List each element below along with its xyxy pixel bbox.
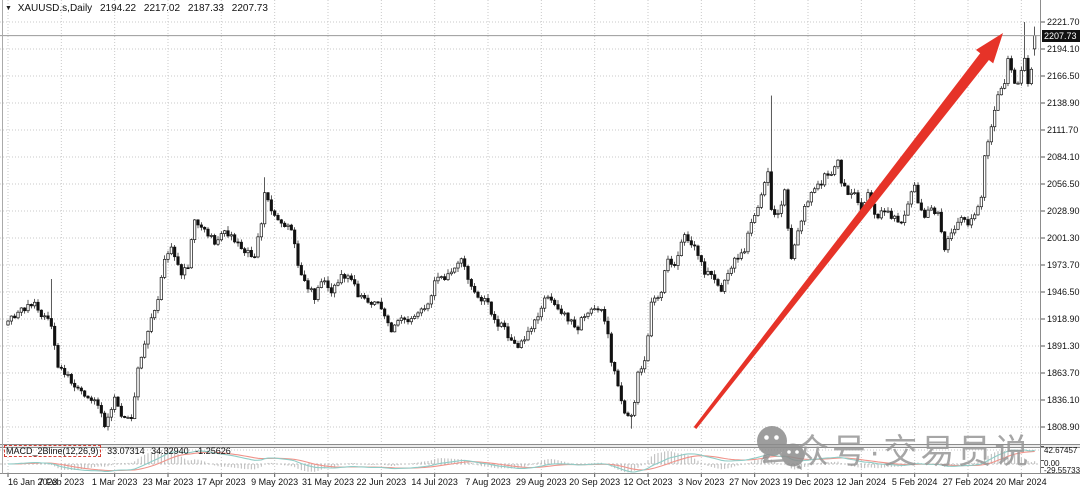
indicator-label[interactable]: MACD_2Bline(12,26,9) 33.07314 34.32940 -…: [4, 445, 231, 457]
date-axis-label: 7 Feb 2023: [38, 477, 85, 487]
indicator-name[interactable]: MACD_2Bline(12,26,9): [4, 445, 101, 457]
ohlc-close: 2207.73: [231, 3, 268, 14]
date-axis-label: 19 Dec 2023: [782, 477, 834, 487]
symbol-period-label: XAUUSD.s,Daily: [17, 3, 93, 14]
date-axis-label: 12 Oct 2023: [623, 477, 673, 487]
date-axis-label: 23 Mar 2023: [142, 477, 194, 487]
price-axis-label: 1863.70: [1047, 368, 1080, 378]
price-axis-label: 2001.30: [1047, 233, 1080, 243]
date-axis-label: 3 Nov 2023: [678, 477, 725, 487]
ohlc-low: 2187.33: [187, 3, 224, 14]
price-axis-label: 1918.90: [1047, 314, 1080, 324]
date-axis-label: 16 Jan 2023: [8, 477, 58, 487]
macd-axis-zero: 0.00: [1044, 459, 1060, 468]
date-axis-label: 31 May 2023: [301, 477, 355, 487]
indicator-value-main: 33.07314: [107, 446, 145, 456]
price-axis-label: 2221.70: [1047, 17, 1080, 27]
price-axis-label: 2028.90: [1047, 206, 1080, 216]
date-axis-label: 22 Jun 2023: [356, 477, 407, 487]
price-axis-label: 2166.50: [1047, 71, 1080, 81]
date-axis-label: 29 Aug 2023: [516, 477, 567, 487]
price-axis-label: 2111.70: [1047, 125, 1079, 135]
price-axis-label: 2138.90: [1047, 98, 1080, 108]
date-axis-label: 27 Feb 2024: [942, 477, 994, 487]
chart-title: ▼ XAUUSD.s,Daily 2194.22 2217.02 2187.33…: [5, 3, 268, 14]
price-axis-label: 2056.50: [1047, 179, 1080, 189]
price-axis-label: 2194.10: [1047, 44, 1080, 54]
price-axis-label: 1836.10: [1047, 395, 1080, 405]
date-axis-label: 12 Jan 2024: [836, 477, 887, 487]
price-axis-label: 1808.90: [1047, 422, 1080, 432]
symbol-dropdown-icon[interactable]: ▼: [5, 5, 12, 12]
date-axis-label: 1 Mar 2023: [91, 477, 138, 487]
current-price-badge: 2207.73: [1042, 30, 1080, 42]
price-axis-label: 1973.70: [1047, 260, 1080, 270]
ohlc-high: 2217.02: [143, 3, 181, 14]
date-axis-label: 5 Feb 2024: [891, 477, 938, 487]
date-axis-label: 27 Nov 2023: [729, 477, 781, 487]
date-axis-label: 7 Aug 2023: [465, 477, 511, 487]
price-axis-label: 2084.10: [1047, 152, 1080, 162]
indicator-value-hist: -1.25626: [195, 446, 231, 456]
macd-axis-max: 42.67457: [1044, 446, 1078, 455]
price-axis-label: 1891.30: [1047, 341, 1080, 351]
indicator-value-signal: 34.32940: [151, 446, 189, 456]
price-axis-label: 1946.50: [1047, 287, 1080, 297]
date-axis-label: 14 Jul 2023: [411, 477, 458, 487]
date-axis-label: 20 Mar 2024: [996, 477, 1047, 487]
date-axis-label: 9 May 2023: [251, 477, 299, 487]
date-axis-label: 17 Apr 2023: [197, 477, 246, 487]
date-axis-label: 20 Sep 2023: [569, 477, 621, 487]
ohlc-open: 2194.22: [99, 3, 137, 14]
macd-axis-min: -29.55733: [1044, 466, 1080, 475]
red-up-arrow[interactable]: [693, 33, 1003, 429]
